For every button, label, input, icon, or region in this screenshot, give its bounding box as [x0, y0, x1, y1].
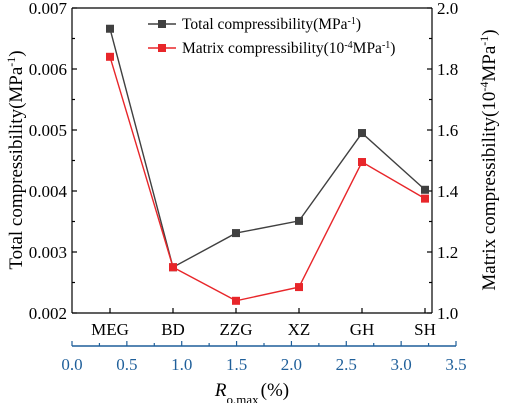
series-layer — [106, 24, 429, 305]
right-tick-label: 1.6 — [437, 121, 458, 140]
category-tick-label: XZ — [288, 320, 311, 339]
legend-item-matrix: Matrix compressibility(10-4MPa-1) — [148, 40, 395, 58]
bottom-axis-title: Ro,max (%) — [214, 380, 289, 403]
right-axis-title-mid: MPa — [479, 45, 500, 81]
data-point-total — [106, 24, 114, 33]
ro-max-tick-label: 3.0 — [391, 355, 412, 374]
legend-matrix-name: Matrix compressibility — [182, 40, 324, 57]
left-axis-title-text: Total compressibility(MPa — [6, 66, 27, 269]
category-tick-label: MEG — [91, 320, 129, 339]
legend-label-matrix: Matrix compressibility(10-4MPa-1) — [182, 40, 395, 58]
data-point-matrix — [295, 283, 303, 292]
legend-total-unit: (MPa — [313, 16, 348, 33]
left-axis-title-end: ) — [6, 50, 27, 56]
ro-max-axis: 0.0 0.5 1.0 1.5 2.0 2.5 3.0 3.5 — [61, 341, 467, 374]
legend-label-total: Total compressibility(MPa-1) — [182, 16, 361, 34]
category-tick-label: ZZG — [219, 320, 252, 339]
series-line-total — [109, 28, 426, 269]
legend-marker-matrix — [158, 44, 166, 52]
ro-max-tick-label: 1.0 — [171, 355, 192, 374]
data-point-matrix — [358, 158, 366, 167]
right-tick-label: 1.4 — [437, 182, 459, 201]
data-point-total — [232, 229, 240, 238]
legend-matrix-sup: -4 — [344, 40, 352, 51]
legend-item-total: Total compressibility(MPa-1) — [148, 16, 361, 34]
ro-max-tick-label: 3.5 — [445, 355, 466, 374]
category-axis-ticks: MEG BD ZZG XZ GH SH — [91, 308, 436, 339]
data-point-total — [358, 129, 366, 138]
right-tick-label: 1.8 — [437, 60, 458, 79]
data-point-total — [295, 216, 303, 225]
legend-matrix-end: ) — [390, 40, 395, 57]
legend-matrix-mid: MPa — [353, 40, 382, 57]
left-tick-label: 0.004 — [29, 182, 68, 201]
ro-max-tick-label: 1.5 — [226, 355, 247, 374]
bottom-axis-title-sub: o,max — [226, 392, 259, 403]
right-axis-title-text: Matrix compressibility(10 — [479, 92, 500, 291]
right-axis-title: Matrix compressibility(10-4MPa-1) — [477, 29, 500, 290]
right-tick-label: 1.0 — [437, 304, 458, 323]
legend-total-name: Total compressibility — [182, 16, 313, 33]
ro-max-tick-label: 2.0 — [281, 355, 302, 374]
series-line-matrix — [109, 56, 426, 302]
bottom-axis-title-unit: (%) — [261, 380, 289, 401]
legend-total-end: ) — [356, 16, 361, 33]
data-point-matrix — [106, 52, 114, 61]
left-axis-ticks: 0.002 0.003 0.004 0.005 0.006 0.007 — [29, 0, 77, 323]
category-tick-label: SH — [414, 320, 436, 339]
legend-total-sup: -1 — [348, 16, 356, 27]
data-point-matrix — [421, 194, 429, 203]
left-tick-label: 0.005 — [29, 121, 67, 140]
legend-matrix-sup2: -1 — [382, 40, 390, 51]
category-tick-label: BD — [161, 320, 185, 339]
right-tick-label: 1.2 — [437, 243, 458, 262]
data-point-total — [421, 185, 429, 194]
category-tick-label: GH — [350, 320, 375, 339]
right-axis-title-end: ) — [479, 29, 500, 35]
data-point-matrix — [232, 296, 240, 305]
left-tick-label: 0.002 — [29, 304, 67, 323]
bottom-axis-title-main: R — [214, 380, 227, 401]
left-tick-label: 0.007 — [29, 0, 68, 18]
right-axis-title-sup2: -1 — [477, 36, 491, 46]
right-axis-ticks: 1.0 1.2 1.4 1.6 1.8 2.0 — [427, 0, 459, 323]
right-axis-title-sup: -4 — [477, 82, 491, 92]
right-tick-label: 2.0 — [437, 0, 458, 18]
ro-max-tick-label: 2.5 — [336, 355, 357, 374]
ro-max-tick-label: 0.5 — [116, 355, 137, 374]
left-axis-title: Total compressibility(MPa-1) — [4, 50, 27, 269]
left-tick-label: 0.006 — [29, 60, 67, 79]
legend-matrix-unit: (10 — [324, 40, 345, 57]
legend: Total compressibility(MPa-1) Matrix comp… — [148, 16, 395, 58]
left-axis-title-sup: -1 — [4, 57, 18, 67]
legend-marker-total — [158, 20, 166, 28]
data-point-matrix — [169, 263, 177, 272]
ro-max-tick-label: 0.0 — [61, 355, 82, 374]
left-tick-label: 0.003 — [29, 243, 67, 262]
